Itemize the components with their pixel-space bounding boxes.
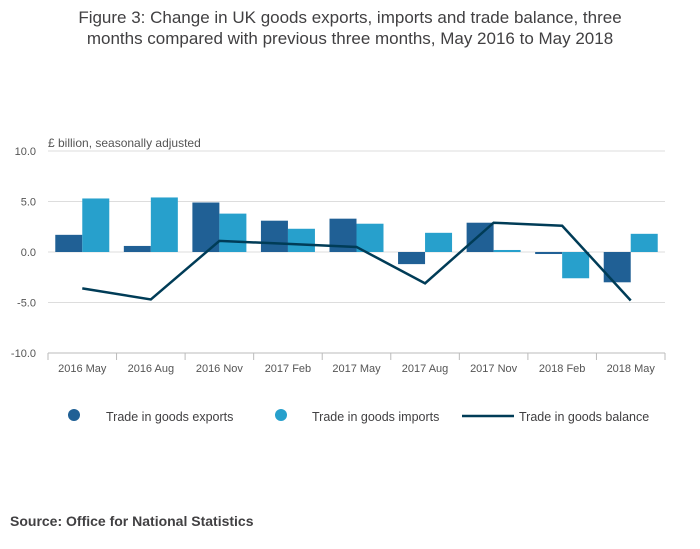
chart-title-line-2: months compared with previous three mont… (86, 29, 614, 48)
bar-imports (630, 233, 658, 252)
bar-exports (123, 245, 151, 252)
source-note: Source: Office for National Statistics (10, 513, 254, 529)
bar-imports (219, 213, 247, 252)
bar-imports (356, 223, 384, 252)
x-tick-label: 2017 Nov (470, 363, 518, 375)
y-tick-label: 0.0 (21, 247, 36, 259)
legend-label: Trade in goods imports (312, 410, 439, 424)
x-tick-label: 2018 Feb (539, 363, 585, 375)
y-tick-label: 10.0 (15, 146, 36, 158)
bar-exports (603, 252, 631, 283)
bar-exports (260, 220, 288, 252)
bar-exports (398, 252, 426, 265)
y-tick-label: -10.0 (11, 348, 36, 360)
chart-title: Figure 3: Change in UK goods exports, im… (0, 7, 700, 49)
y-axis-label: £ billion, seasonally adjusted (48, 136, 201, 150)
x-tick-label: 2017 Feb (265, 363, 311, 375)
x-tick-label: 2016 Nov (196, 363, 244, 375)
chart-title-line-1: Figure 3: Change in UK goods exports, im… (78, 8, 622, 27)
x-tick-label: 2016 May (58, 363, 107, 375)
bar-imports (425, 232, 453, 252)
bar-imports (287, 228, 315, 252)
x-tick-label: 2018 May (607, 363, 656, 375)
bar-imports (150, 197, 178, 252)
legend-swatch-exports (68, 409, 80, 421)
bar-imports (82, 198, 110, 252)
bar-imports (562, 252, 590, 279)
x-tick-label: 2017 Aug (402, 363, 449, 375)
bar-exports (535, 252, 563, 255)
legend-swatch-imports (275, 409, 287, 421)
legend-label: Trade in goods exports (106, 410, 233, 424)
y-tick-label: -5.0 (17, 298, 36, 310)
legend-label: Trade in goods balance (519, 410, 649, 424)
y-tick-label: 5.0 (21, 197, 36, 209)
bar-exports (55, 234, 83, 252)
x-tick-label: 2016 Aug (128, 363, 175, 375)
x-tick-label: 2017 May (332, 363, 381, 375)
bar-imports (493, 249, 521, 252)
